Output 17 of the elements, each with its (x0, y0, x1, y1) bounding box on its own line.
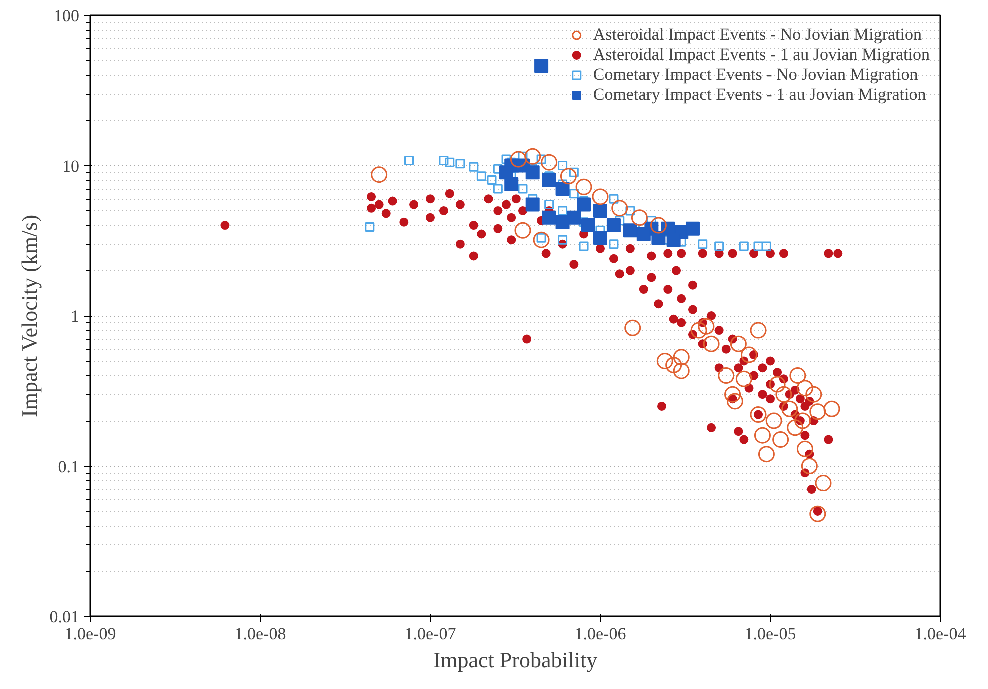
y-tick-label: 100 (54, 6, 80, 26)
y-axis-title: Impact Velocity (km/s) (16, 214, 42, 418)
y-tick-label: 0.1 (58, 457, 80, 476)
x-axis-title: Impact Probability (433, 648, 598, 672)
legend-label: Cometary Impact Events - 1 au Jovian Migration (593, 85, 926, 105)
legend-label: Asteroidal Impact Events - 1 au Jovian Migration (593, 45, 930, 65)
x-tick-label: 1.0e-05 (744, 624, 796, 644)
x-tick-label: 1.0e-07 (404, 624, 457, 644)
x-tick-label: 1.0e-09 (64, 624, 116, 644)
legend-label: Cometary Impact Events - No Jovian Migration (593, 65, 918, 85)
y-tick-label: 10 (62, 156, 80, 176)
x-tick-label: 1.0e-04 (914, 624, 967, 644)
x-tick-label: 1.0e-08 (234, 624, 286, 644)
legend-label: Asteroidal Impact Events - No Jovian Migration (593, 25, 922, 45)
x-tick-label: 1.0e-06 (574, 624, 626, 644)
y-tick-label: 1 (71, 307, 80, 326)
y-tick-label: 0.01 (50, 608, 80, 626)
